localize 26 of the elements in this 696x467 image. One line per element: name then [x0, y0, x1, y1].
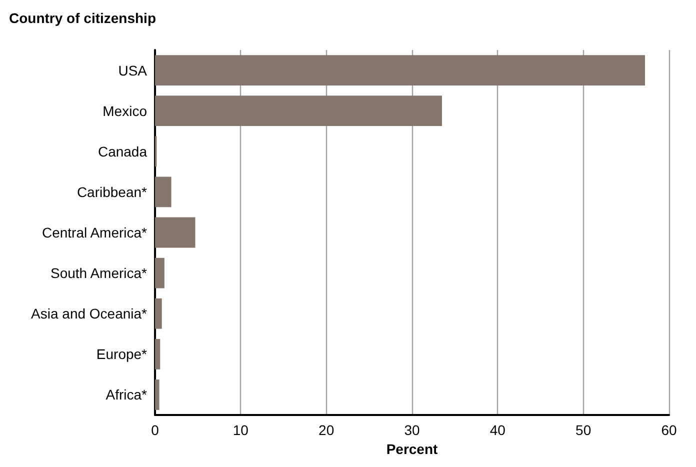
y-tick-label: Canada: [98, 143, 148, 160]
bar: [155, 217, 196, 248]
bar: [155, 55, 646, 86]
x-tick-label: 60: [661, 422, 677, 438]
y-tick-label: South America*: [50, 265, 148, 282]
bar: [155, 176, 172, 208]
x-tick-label: 0: [151, 422, 160, 438]
x-tick-label: 50: [576, 422, 592, 438]
y-tick-label: Asia and Oceania*: [31, 306, 148, 322]
x-tick-label: 40: [490, 422, 506, 438]
y-tick-label: USA: [118, 62, 148, 78]
bar: [155, 380, 160, 410]
bar: [155, 298, 162, 329]
y-tick-label: Europe*: [96, 346, 148, 362]
y-tick-label: Africa*: [106, 386, 148, 403]
bar: [155, 258, 164, 288]
x-tick-label: 10: [232, 422, 249, 438]
chart-title: Country of citizenship: [9, 10, 156, 26]
x-tick-label: 20: [318, 422, 334, 438]
bar: [155, 338, 160, 370]
y-tick-label: Mexico: [102, 102, 148, 119]
y-tick-label: Caribbean*: [76, 184, 148, 200]
y-tick-label: Central America*: [42, 224, 148, 240]
x-tick-label: 30: [404, 422, 420, 438]
bar: [155, 96, 442, 126]
x-axis-title: Percent: [386, 440, 438, 457]
